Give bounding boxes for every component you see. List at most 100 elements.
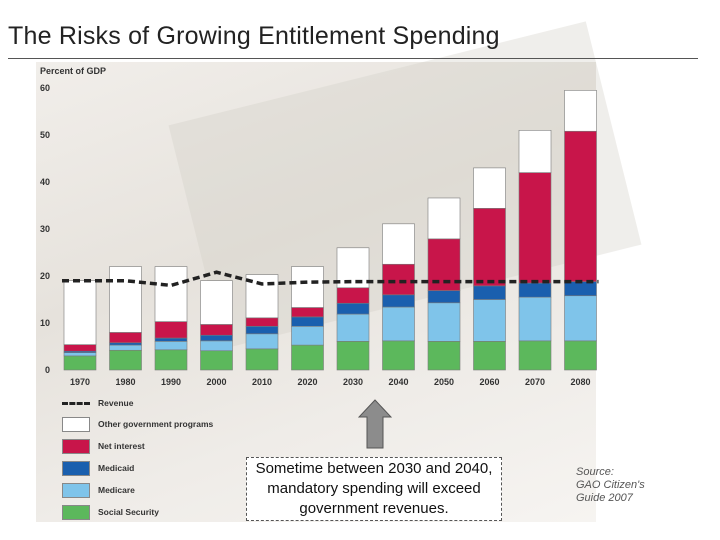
bars	[63, 90, 597, 371]
bar-segment-medicaid-2000	[200, 334, 233, 342]
bar-segment-net-interest-2060	[473, 208, 506, 287]
x-tick-label-1980: 1980	[115, 377, 135, 387]
bar-segment-medicare-2070	[518, 296, 552, 342]
bar-segment-net-interest-2070	[518, 172, 552, 284]
legend-label-medicare: Medicare	[98, 485, 135, 495]
bar-segment-other-government-programs-2020	[291, 266, 324, 308]
bar-segment-medicare-2050	[427, 302, 461, 342]
bar-segment-medicare-1980	[109, 344, 142, 351]
bar-segment-social-security-2040	[382, 340, 415, 371]
bar-segment-social-security-1980	[109, 349, 142, 371]
legend-label-other: Other government programs	[98, 419, 214, 429]
bar-segment-net-interest-2030	[336, 287, 370, 304]
bar-segment-medicare-2040	[382, 306, 415, 342]
bar-segment-medicare-1990	[154, 341, 188, 351]
bar-segment-medicaid-2080	[564, 281, 597, 297]
bar-segment-medicare-1970	[63, 352, 97, 357]
bar-segment-medicare-2080	[564, 295, 597, 342]
bar-segment-medicaid-1990	[154, 337, 188, 342]
bar-segment-other-government-programs-2040	[382, 223, 415, 265]
y-axis-label: Percent of GDP	[40, 66, 106, 76]
bar-segment-other-government-programs-2030	[336, 247, 370, 289]
y-axis: 0 10 20 30 40 50 60	[40, 83, 50, 375]
bar-segment-medicaid-2040	[382, 294, 415, 308]
bar-segment-social-security-2010	[245, 348, 279, 371]
legend-swatch-other	[62, 416, 90, 432]
bar-segment-net-interest-2020	[291, 307, 324, 318]
bar-segment-medicaid-2070	[518, 282, 552, 298]
callout-box: Sometime between 2030 and 2040, mandator…	[246, 457, 502, 521]
bar-segment-social-security-2080	[564, 340, 597, 371]
x-tick-label-2030: 2030	[343, 377, 363, 387]
x-tick-label-2040: 2040	[388, 377, 408, 387]
x-tick-label-1990: 1990	[161, 377, 181, 387]
bar-segment-social-security-2070	[518, 340, 552, 371]
bar-segment-medicare-2030	[336, 313, 370, 342]
bar-segment-net-interest-1990	[154, 321, 188, 339]
legend-label-medicaid: Medicaid	[98, 463, 135, 473]
y-tick-label: 30	[40, 224, 50, 234]
bar-segment-social-security-2060	[473, 341, 506, 371]
bar-segment-net-interest-1970	[63, 344, 97, 352]
bar-segment-medicare-2060	[473, 299, 506, 342]
bar-segment-other-government-programs-2050	[427, 197, 461, 240]
bar-segment-other-government-programs-1970	[63, 280, 97, 345]
x-tick-label-2000: 2000	[206, 377, 226, 387]
bar-segment-medicaid-2010	[245, 325, 279, 335]
bar-segment-other-government-programs-1990	[154, 266, 188, 322]
bar-segment-social-security-1970	[63, 355, 97, 371]
y-tick-label: 0	[45, 365, 50, 375]
bar-segment-other-government-programs-2070	[518, 130, 552, 173]
bar-segment-net-interest-1980	[109, 332, 142, 344]
title-divider	[8, 58, 698, 59]
callout-text: Sometime between 2030 and 2040, mandator…	[255, 460, 493, 517]
bar-segment-social-security-1990	[154, 349, 188, 371]
bar-segment-social-security-2020	[291, 344, 324, 371]
legend-label-net-interest: Net interest	[98, 441, 145, 451]
bar-segment-other-government-programs-2060	[473, 167, 506, 209]
x-tick-label-2020: 2020	[297, 377, 317, 387]
source-line-2: GAO Citizen's	[576, 479, 645, 491]
x-axis: 1970 1980 1990 2000 2010 2020 2030 2040 2050 2060…	[70, 377, 591, 387]
legend-item-social-security: Social Security	[62, 503, 159, 521]
bar-segment-other-government-programs-1980	[109, 266, 142, 333]
source-line-3: Guide 2007	[576, 492, 633, 504]
bar-segment-net-interest-2010	[245, 317, 279, 327]
y-tick-label: 10	[40, 318, 50, 328]
bar-segment-medicaid-2060	[473, 285, 506, 300]
bar-segment-social-security-2050	[427, 341, 461, 371]
x-tick-label-2010: 2010	[252, 377, 272, 387]
legend-label-revenue: Revenue	[98, 398, 134, 408]
x-tick-label-1970: 1970	[70, 377, 90, 387]
legend-item-medicare: Medicare	[62, 481, 135, 499]
bar-segment-net-interest-2080	[564, 130, 597, 282]
legend-swatch-medicaid	[62, 460, 90, 476]
legend-swatch-social-security	[62, 504, 90, 520]
legend-item-revenue: Revenue	[62, 394, 133, 412]
source-note: Source: GAO Citizen's Guide 2007	[576, 466, 686, 505]
legend-item-other: Other government programs	[62, 415, 213, 433]
bar-segment-social-security-2030	[336, 341, 370, 371]
bar-segment-medicaid-2020	[291, 316, 324, 327]
bar-segment-medicare-2010	[245, 333, 279, 350]
bar-segment-medicare-2000	[200, 340, 233, 352]
legend-swatch-revenue	[62, 401, 90, 405]
source-line-1: Source:	[576, 466, 614, 478]
legend-swatch-net-interest	[62, 438, 90, 454]
y-tick-label: 20	[40, 271, 50, 281]
page-title: The Risks of Growing Entitlement Spendin…	[8, 22, 500, 50]
legend-item-net-interest: Net interest	[62, 437, 145, 455]
x-tick-label-2060: 2060	[479, 377, 499, 387]
y-tick-label: 40	[40, 177, 50, 187]
bar-segment-other-government-programs-2080	[564, 90, 597, 132]
bar-segment-net-interest-2040	[382, 263, 415, 296]
x-tick-label-2050: 2050	[434, 377, 454, 387]
bar-segment-social-security-2000	[200, 350, 233, 371]
bar-segment-medicaid-2030	[336, 302, 370, 315]
revenue-line	[62, 270, 599, 288]
x-tick-label-2070: 2070	[525, 377, 545, 387]
bar-segment-medicaid-1980	[109, 342, 142, 346]
y-tick-label: 50	[40, 130, 50, 140]
bar-segment-net-interest-2000	[200, 324, 233, 336]
bar-segment-other-government-programs-2000	[200, 280, 233, 325]
